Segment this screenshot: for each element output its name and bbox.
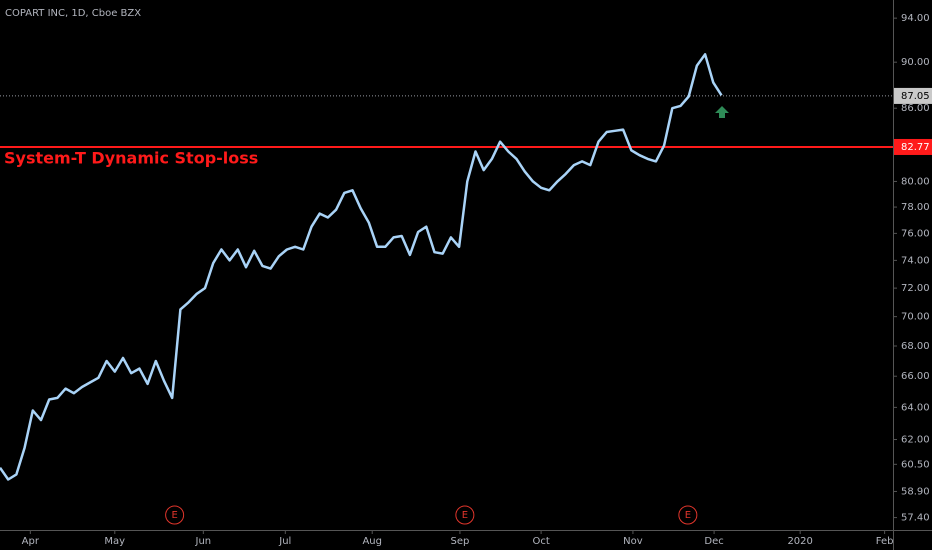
last-price-box (894, 87, 932, 104)
y-tick-label: 64.00 (901, 402, 930, 413)
x-tick-label: Oct (532, 536, 549, 547)
y-tick-label: 70.00 (901, 312, 930, 323)
x-tick-label: Sep (451, 536, 470, 547)
y-tick-label: 74.00 (901, 255, 930, 266)
chart-title: COPART INC, 1D, Cboe BZX (5, 8, 141, 19)
last-price-label: 87.05 (901, 91, 930, 102)
y-tick-label: 68.00 (901, 341, 930, 352)
x-tick-label: Nov (623, 536, 643, 547)
y-tick-label: 62.00 (901, 435, 930, 446)
y-tick-label: 76.00 (901, 228, 930, 239)
earnings-label: E (462, 510, 468, 521)
earnings-label: E (171, 510, 177, 521)
stop-loss-label: 82.77 (901, 142, 930, 153)
stop-loss-annotation: System-T Dynamic Stop-loss (4, 148, 258, 167)
x-tick-label: Dec (704, 536, 723, 547)
x-tick-label: Feb (876, 536, 894, 547)
y-tick-label: 72.00 (901, 283, 930, 294)
up-arrow-icon (715, 106, 729, 118)
x-tick-label: 2020 (787, 536, 812, 547)
x-tick-label: Apr (22, 536, 40, 547)
x-tick-label: Jun (195, 536, 212, 547)
y-tick-label: 80.00 (901, 176, 930, 187)
y-tick-label: 78.00 (901, 202, 930, 213)
x-tick-label: Jul (278, 536, 291, 547)
y-tick-label: 94.00 (901, 13, 930, 24)
y-tick-label: 66.00 (901, 371, 930, 382)
stop-loss-box (894, 138, 932, 155)
earnings-marker (678, 505, 698, 525)
y-tick-label: 57.40 (901, 513, 930, 524)
y-tick-label: 58.90 (901, 486, 930, 497)
earnings-marker (165, 505, 185, 525)
price-line (0, 53, 723, 481)
earnings-label: E (685, 510, 691, 521)
x-tick-label: Aug (362, 536, 382, 547)
y-tick-label: 60.50 (901, 459, 930, 470)
y-tick-label: 86.00 (901, 103, 930, 114)
x-tick-label: May (104, 536, 125, 547)
earnings-marker (455, 505, 475, 525)
y-tick-label: 90.00 (901, 57, 930, 68)
